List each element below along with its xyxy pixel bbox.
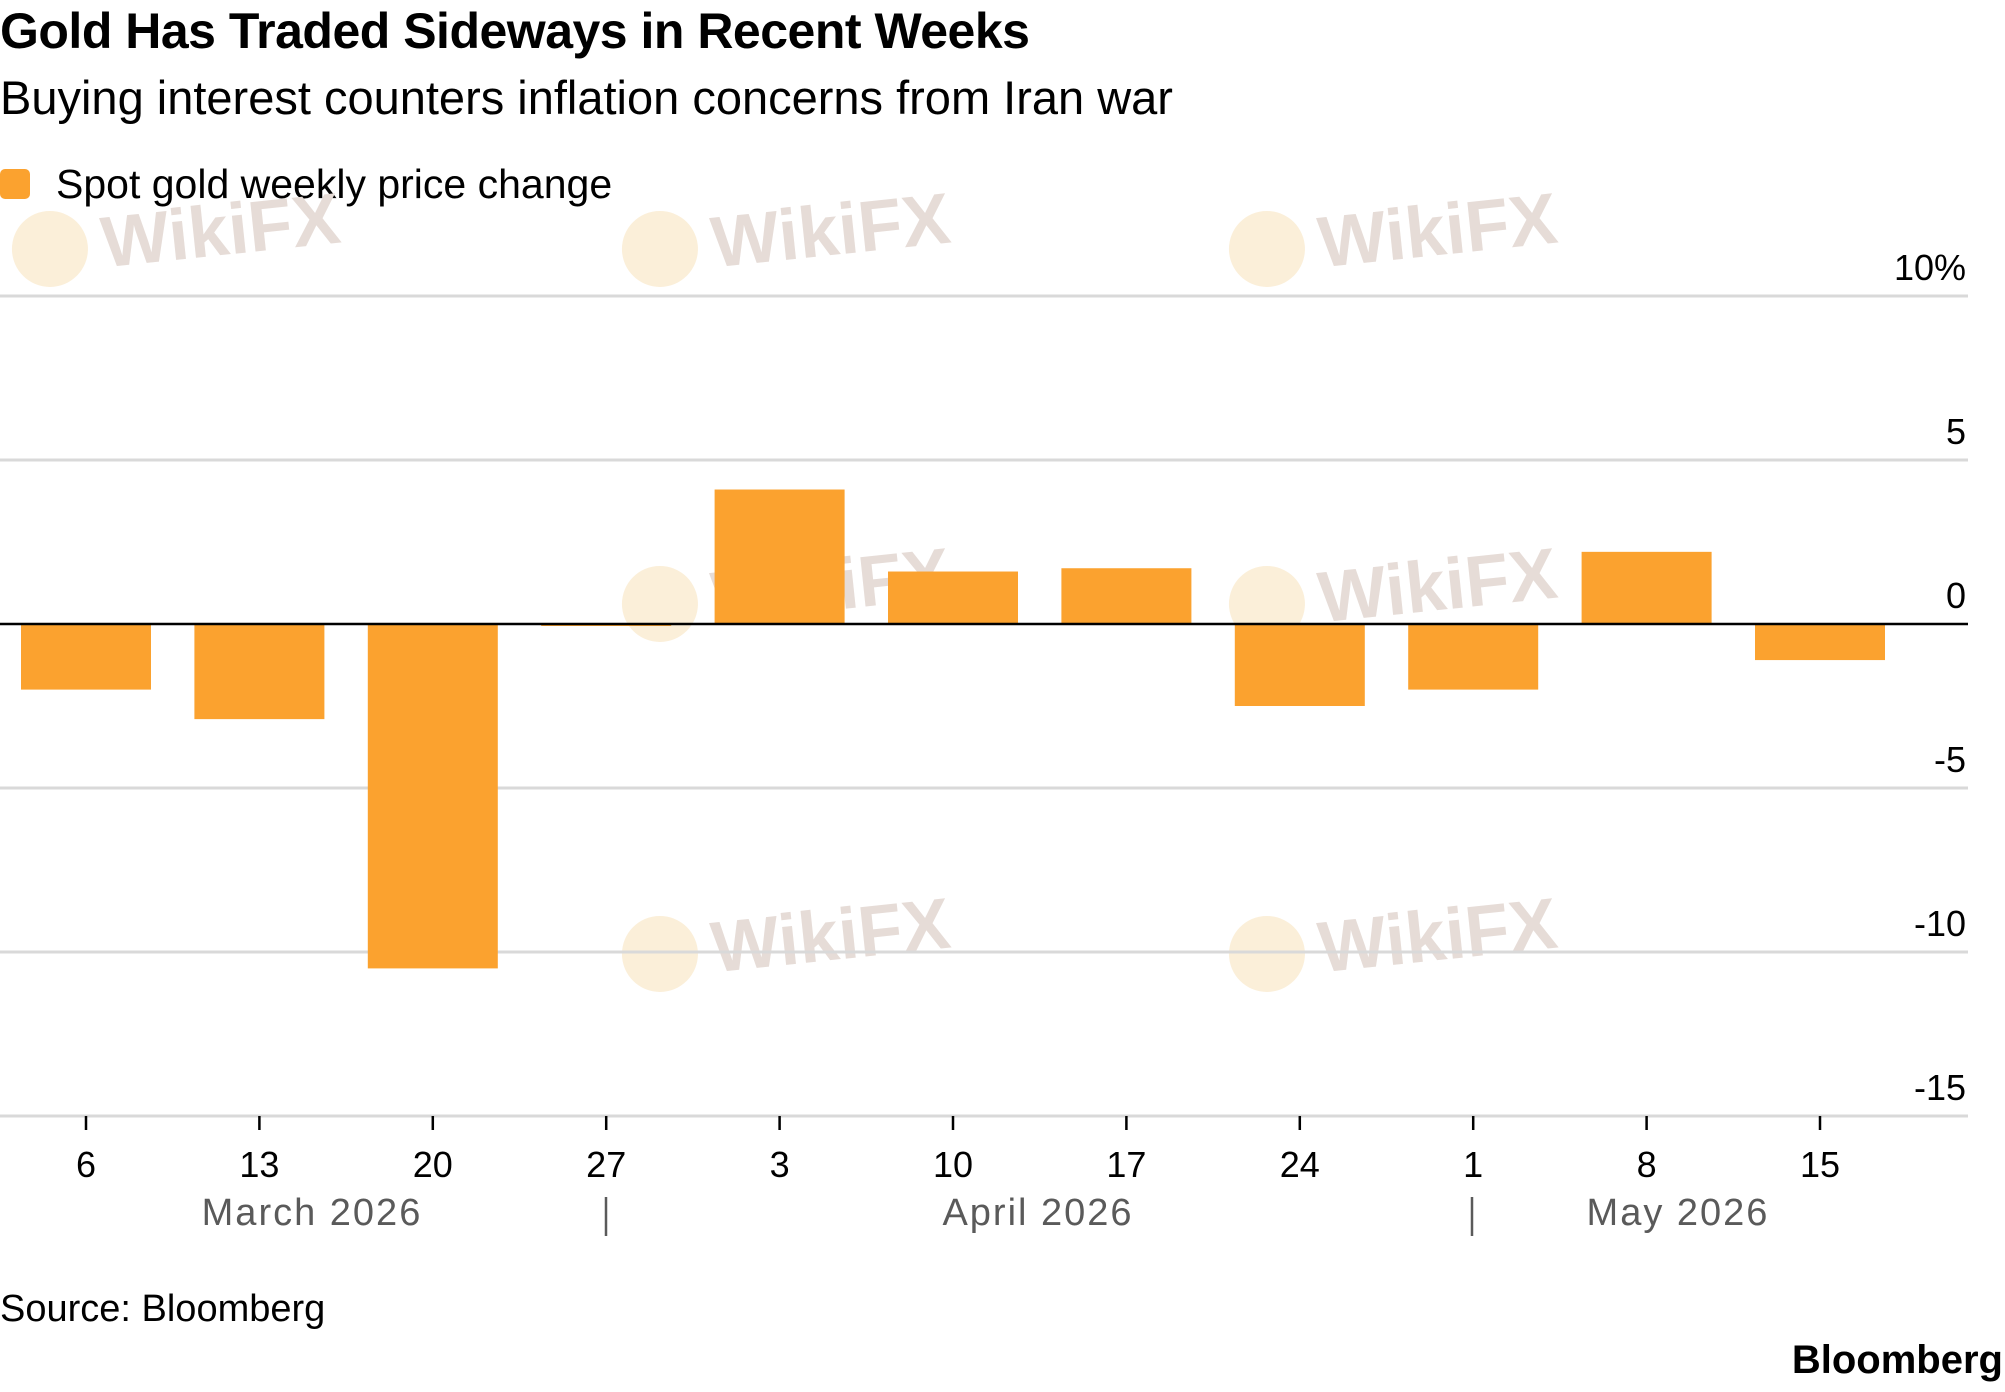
bar [888,571,1018,624]
bar [1755,624,1885,661]
x-tick-label: 10 [933,1144,973,1185]
x-tick-label: 13 [239,1144,279,1185]
bar-series [21,489,1885,969]
watermark: WikiFX [1228,884,1561,992]
x-tick-label: 15 [1800,1144,1840,1185]
month-label: April 2026 [942,1192,1133,1234]
y-tick-label: 0 [1946,575,1966,616]
bar [1061,568,1192,624]
watermark-logo-icon [621,915,698,992]
watermark-text: WikiFX [1314,884,1560,989]
watermark-logo-icon [1228,915,1305,992]
legend: Spot gold weekly price change [0,160,612,208]
bar [1234,624,1365,706]
bar [1408,624,1539,690]
watermark-text: WikiFX [1314,179,1560,284]
x-tick-label: 27 [586,1144,626,1185]
watermark-text: WikiFX [1314,534,1560,639]
bar [1581,551,1712,624]
y-tick-label: -5 [1934,739,1966,780]
x-tick-label: 17 [1106,1144,1146,1185]
bar [21,624,151,690]
watermark-logo-icon [621,210,698,287]
grid-lines [0,294,1968,1118]
watermark-text: WikiFX [707,179,953,284]
month-label: May 2026 [1587,1192,1770,1234]
x-tick-label: 1 [1463,1144,1483,1185]
x-tick-label: 20 [413,1144,453,1185]
y-tick-label: -15 [1914,1067,1966,1108]
x-tick-label: 24 [1280,1144,1320,1185]
bar [194,624,325,720]
x-tick-label: 3 [770,1144,790,1185]
bloomberg-logo: Bloomberg [1791,1338,2003,1382]
y-tick-label: 5 [1946,411,1966,452]
watermark-logo-icon [621,565,698,642]
x-tick-label: 8 [1637,1144,1657,1185]
month-label: March 2026 [202,1192,423,1234]
x-axis: 6 13 20 27 3 10 17 24 1 8 15 March 2026 April 2026 Ma… [76,1116,1840,1236]
x-tick-label: 6 [76,1144,96,1185]
chart-title: Gold Has Traded Sideways in Recent Weeks [0,3,1030,59]
source-note: Source: Bloomberg [0,1288,326,1330]
watermark: WikiFX [11,179,344,287]
y-tick-label: 10% [1894,247,1966,288]
watermark-text: WikiFX [707,884,953,989]
watermark-text: WikiFX [97,179,343,284]
watermark-logo-icon [1228,210,1305,287]
watermark-logo-icon [11,210,88,287]
bar [367,624,498,969]
watermark: WikiFX [621,179,954,287]
watermark: WikiFX [621,884,954,992]
y-tick-label: -10 [1914,903,1966,944]
legend-swatch [0,169,30,199]
watermark: WikiFX [1228,179,1561,287]
bar [714,489,845,624]
chart-subtitle: Buying interest counters inflation conce… [0,71,1173,124]
y-axis-labels: 10% 5 0 -5 -10 -15 [1894,247,1966,1108]
legend-label: Spot gold weekly price change [56,160,613,207]
